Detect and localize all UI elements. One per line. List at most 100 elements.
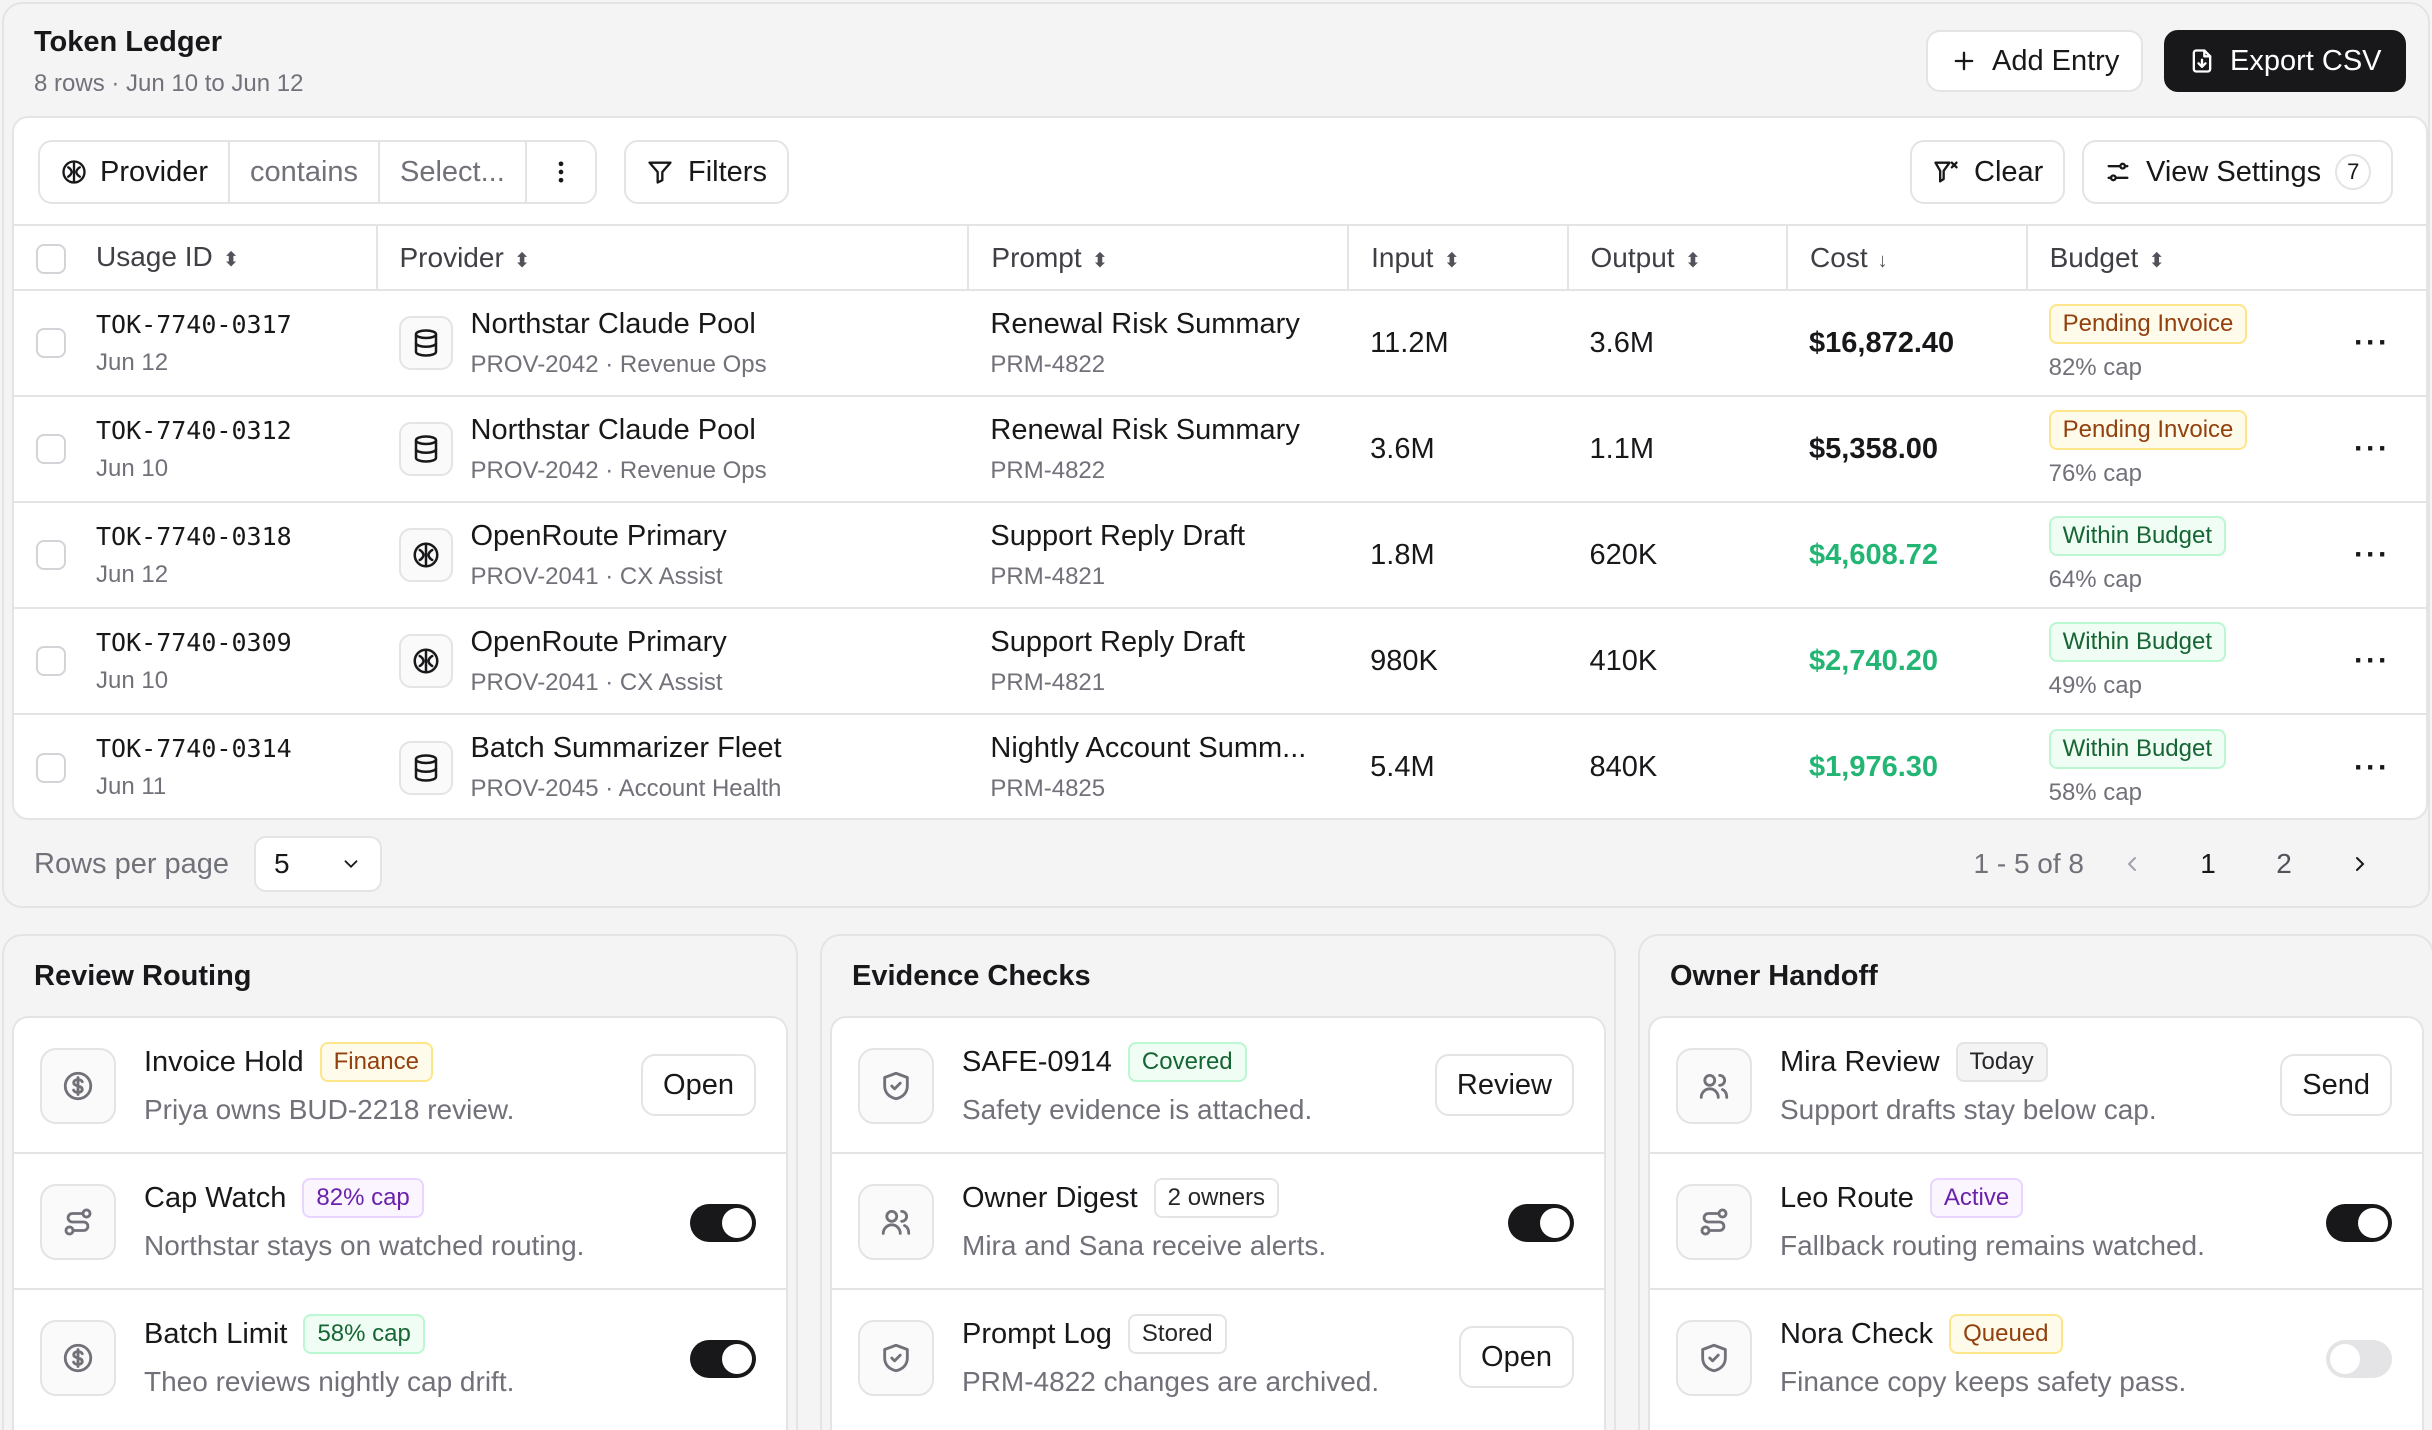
- provider-name[interactable]: Northstar Claude Pool: [470, 307, 756, 340]
- table-row[interactable]: TOK-7740-0318 Jun 12 OpenRoute Primary PROV…: [14, 502, 2426, 609]
- panel-item-toggle[interactable]: [1508, 1204, 1574, 1242]
- clear-filters-button[interactable]: Clear: [1910, 140, 2066, 204]
- output-cell: 840K: [1568, 714, 1788, 818]
- panel-item-toggle[interactable]: [690, 1204, 756, 1242]
- prompt-name[interactable]: Nightly Account Summ...: [990, 732, 1307, 764]
- panel-item-toggle[interactable]: [2326, 1340, 2392, 1378]
- filter-more-button[interactable]: [527, 142, 595, 202]
- input-cell: 3.6M: [1348, 396, 1568, 503]
- panel-title: Owner Handoff: [1670, 960, 1878, 992]
- usage-id-cell: TOK-7740-0309 Jun 10: [14, 608, 377, 715]
- panel-item-badge: Covered: [1127, 1042, 1247, 1082]
- row-actions-icon[interactable]: ···: [2354, 326, 2390, 359]
- view-settings-label: View Settings: [2146, 155, 2322, 188]
- output-cell: 620K: [1567, 502, 1788, 609]
- panel-item-action-button[interactable]: Open: [1459, 1326, 1574, 1388]
- prompt-name[interactable]: Support Reply Draft: [990, 519, 1246, 552]
- output-tokens: 840K: [1589, 751, 1658, 783]
- column-header-cost[interactable]: Cost ↓: [1787, 226, 2028, 291]
- column-header-provider[interactable]: Provider ⬍: [376, 226, 970, 291]
- table-row[interactable]: TOK-7740-0317 Jun 12 Northstar Claude Pool…: [14, 290, 2426, 397]
- page-button-1[interactable]: 1: [2180, 836, 2236, 892]
- export-csv-button[interactable]: Export CSV: [2164, 30, 2406, 92]
- column-header-input[interactable]: Input ⬍: [1348, 226, 1569, 291]
- provider-cell: Batch Summarizer Fleet PROV-2045 · Accoun…: [377, 714, 969, 818]
- panel-item-action-button[interactable]: Review: [1434, 1054, 1574, 1116]
- filter-field-select[interactable]: Provider: [40, 142, 230, 202]
- page-title: Token Ledger: [34, 26, 222, 58]
- usage-table: Usage ID ⬍ Provider ⬍ Prompt ⬍ Input ⬍ Outpu…: [14, 226, 2426, 818]
- sort-icon: ⬍: [2148, 249, 2166, 272]
- panel-item-title: Leo Route: [1780, 1181, 1914, 1214]
- provider-name[interactable]: Northstar Claude Pool: [470, 413, 756, 446]
- filters-button[interactable]: Filters: [624, 140, 789, 204]
- prompt-name[interactable]: Renewal Risk Summary: [990, 413, 1300, 446]
- column-header-prompt[interactable]: Prompt ⬍: [968, 226, 1350, 291]
- more-vertical-icon: [558, 161, 564, 183]
- panel-item-title: Invoice Hold: [144, 1045, 304, 1078]
- prompt-cell: Support Reply Draft PRM-4821: [968, 502, 1349, 609]
- row-checkbox[interactable]: [36, 752, 66, 783]
- input-tokens: 1.8M: [1370, 538, 1435, 571]
- panel-item-action-button[interactable]: Open: [641, 1054, 756, 1116]
- add-entry-label: Add Entry: [1992, 44, 2120, 77]
- panel-item: Nora Check Queued Finance copy keeps safet…: [1650, 1290, 2422, 1426]
- panel-item-toggle[interactable]: [690, 1340, 756, 1378]
- column-header-usage-id[interactable]: Usage ID ⬍: [14, 226, 378, 291]
- provider-name[interactable]: OpenRoute Primary: [470, 519, 727, 552]
- prompt-name[interactable]: Renewal Risk Summary: [990, 307, 1300, 340]
- row-checkbox[interactable]: [36, 434, 66, 464]
- panel-item: Prompt Log Stored PRM-4822 changes are arc…: [832, 1290, 1604, 1426]
- table-row[interactable]: TOK-7740-0314 Jun 11 Batch Summarizer Flee…: [14, 714, 2426, 818]
- prompt-name[interactable]: Support Reply Draft: [990, 625, 1246, 658]
- row-actions-icon[interactable]: ···: [2354, 538, 2390, 571]
- row-actions-icon[interactable]: ···: [2354, 750, 2390, 784]
- usage-date: Jun 10: [96, 666, 169, 694]
- row-checkbox[interactable]: [36, 540, 66, 570]
- add-entry-button[interactable]: Add Entry: [1926, 30, 2144, 92]
- provider-meta: PROV-2041 · CX Assist: [470, 562, 723, 590]
- panel-item-description: Fallback routing remains watched.: [1780, 1230, 2205, 1261]
- panel-item-toggle[interactable]: [2326, 1204, 2392, 1242]
- budget-status-badge: Within Budget: [2048, 622, 2227, 662]
- row-actions-icon[interactable]: ···: [2354, 644, 2390, 677]
- page-button-2[interactable]: 2: [2276, 848, 2292, 879]
- table-row[interactable]: TOK-7740-0309 Jun 10 OpenRoute Primary PROV…: [14, 608, 2426, 715]
- view-settings-button[interactable]: View Settings 7: [2082, 140, 2394, 204]
- output-tokens: 620K: [1589, 538, 1658, 571]
- table-row[interactable]: TOK-7740-0312 Jun 10 Northstar Claude Pool…: [14, 396, 2426, 503]
- cost-cell: $16,872.40: [1787, 290, 2027, 397]
- next-page-button[interactable]: [2332, 836, 2388, 892]
- select-all-checkbox[interactable]: [36, 243, 66, 274]
- row-checkbox[interactable]: [36, 328, 66, 358]
- column-header-budget[interactable]: Budget ⬍: [2026, 226, 2426, 291]
- panel-item-action-button[interactable]: Send: [2280, 1054, 2392, 1116]
- panel-body: Invoice Hold Finance Priya owns BUD-2218 r…: [12, 1016, 788, 1430]
- row-actions-icon[interactable]: ···: [2354, 432, 2390, 465]
- budget-cell: Within Budget 58% cap ···: [2027, 714, 2426, 818]
- rows-per-page-select[interactable]: 5: [254, 836, 382, 892]
- prev-page-button[interactable]: [2104, 836, 2160, 892]
- column-header-output[interactable]: Output ⬍: [1567, 226, 1789, 291]
- filter-field-label: Provider: [100, 155, 208, 188]
- shield-icon: [858, 1320, 934, 1396]
- budget-cap: 49% cap: [2048, 672, 2142, 699]
- ledger-header: Token Ledger 8 rows · Jun 10 to Jun 12 A…: [4, 4, 2428, 116]
- usage-id-cell: TOK-7740-0312 Jun 10: [14, 396, 377, 503]
- prompt-cell: Support Reply Draft PRM-4821: [968, 608, 1349, 715]
- panel-item-description: PRM-4822 changes are archived.: [962, 1366, 1380, 1397]
- filter-clear-icon: [1934, 161, 1958, 183]
- provider-name[interactable]: Batch Summarizer Fleet: [470, 732, 782, 764]
- panel-item: Batch Limit 58% cap Theo reviews nightly c…: [14, 1290, 786, 1426]
- row-checkbox[interactable]: [36, 646, 66, 676]
- provider-name[interactable]: OpenRoute Primary: [470, 625, 727, 658]
- filter-operator-select[interactable]: contains: [230, 142, 381, 202]
- cost-value: $16,872.40: [1809, 326, 1955, 359]
- output-tokens: 3.6M: [1589, 326, 1655, 359]
- route-icon: [1676, 1184, 1752, 1260]
- rows-per-page-label: Rows per page: [34, 848, 230, 880]
- filter-value-select[interactable]: Select...: [380, 142, 527, 202]
- file-export-icon: [2192, 49, 2212, 73]
- panel-item-badge: Active: [1929, 1178, 2024, 1218]
- sort-icon: ⬍: [1091, 249, 1109, 272]
